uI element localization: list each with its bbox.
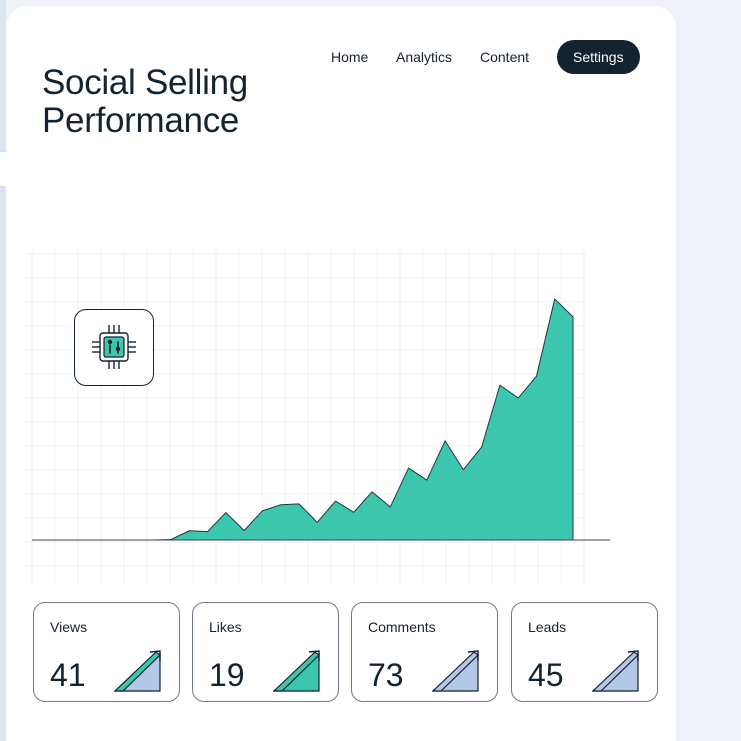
trend-arrow-icon	[592, 650, 639, 692]
stat-label: Leads	[528, 619, 567, 635]
trend-arrow-icon	[273, 650, 320, 692]
trend-arrow-icon	[432, 650, 479, 692]
stat-value: 45	[528, 657, 564, 693]
stat-card-likes[interactable]: Likes 19	[192, 602, 339, 702]
stat-card-views[interactable]: Views 41	[33, 602, 180, 702]
nav-analytics[interactable]: Analytics	[396, 49, 453, 65]
stat-value: 73	[368, 657, 404, 693]
chip-badge	[74, 309, 154, 386]
stat-label: Comments	[368, 619, 436, 635]
stat-label: Likes	[209, 619, 242, 635]
stat-label: Views	[50, 619, 88, 635]
nav-settings[interactable]: Settings	[557, 40, 640, 74]
stat-value: 41	[50, 657, 86, 693]
page-title: Social Selling Performance	[42, 63, 248, 140]
trend-arrow-icon	[114, 650, 161, 692]
nav-home[interactable]: Home	[331, 49, 369, 65]
left-edge-strip	[0, 0, 6, 741]
stat-card-comments[interactable]: Comments 73	[351, 602, 498, 702]
nav-content[interactable]: Content	[480, 49, 530, 65]
chart-area-series	[97, 298, 574, 541]
stat-card-leads[interactable]: Leads 45	[511, 602, 658, 702]
stat-value: 19	[209, 657, 245, 693]
performance-area-chart	[26, 250, 610, 585]
microchip-icon	[92, 325, 136, 369]
